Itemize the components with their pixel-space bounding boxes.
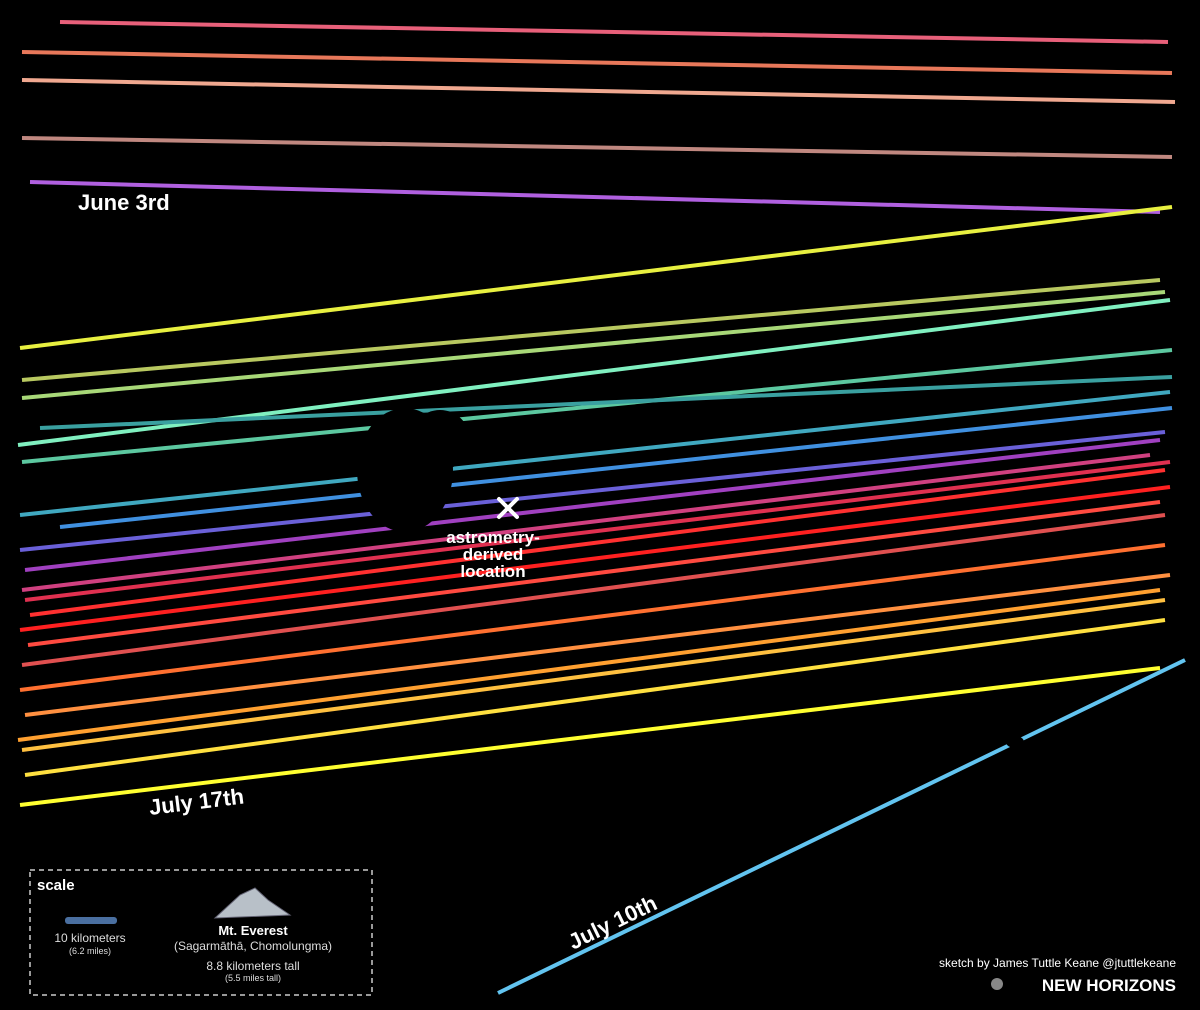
chord xyxy=(21,278,1161,382)
everest-icon xyxy=(213,887,292,919)
chord xyxy=(21,290,1166,400)
chord xyxy=(21,348,1173,464)
chord xyxy=(19,390,1171,517)
chord xyxy=(29,180,1161,214)
chord xyxy=(19,485,1171,632)
mission-logo xyxy=(991,978,1003,990)
chord-gap xyxy=(1006,736,1024,748)
chord xyxy=(19,543,1166,692)
chord xyxy=(21,136,1173,159)
chord xyxy=(39,375,1173,430)
mountain-subheight: (5.5 miles tall) xyxy=(225,973,281,983)
chord xyxy=(24,573,1171,717)
chord xyxy=(21,50,1173,75)
chord xyxy=(19,430,1166,552)
chord xyxy=(59,20,1169,44)
mountain-alt: (Sagarmāthā, Chomolungma) xyxy=(174,939,332,953)
location-label: astrometry- xyxy=(446,528,540,547)
chord xyxy=(21,513,1166,667)
mountain-height: 8.8 kilometers tall xyxy=(206,959,299,973)
chord xyxy=(21,78,1176,104)
chord xyxy=(27,500,1161,647)
chords xyxy=(17,20,1176,807)
location-label: location xyxy=(460,562,525,581)
chord xyxy=(24,438,1161,572)
chord xyxy=(24,618,1166,777)
shadow-lobe xyxy=(410,410,470,470)
chord xyxy=(17,588,1161,742)
chord xyxy=(19,666,1161,807)
scale-bar-sublabel: (6.2 miles) xyxy=(69,946,111,956)
scale-bar xyxy=(65,917,117,924)
location-mark xyxy=(497,497,519,519)
credit: sketch by James Tuttle Keane @jtuttlekea… xyxy=(939,956,1176,970)
mission-name: NEW HORIZONS xyxy=(1042,976,1176,995)
scale-bar-label: 10 kilometers xyxy=(54,931,125,945)
chord xyxy=(24,460,1171,602)
chord xyxy=(21,598,1166,752)
scale-title: scale xyxy=(37,877,75,894)
chord xyxy=(59,406,1173,529)
chord xyxy=(29,468,1166,617)
scale-box xyxy=(29,869,373,996)
chord xyxy=(19,205,1173,350)
mountain-name: Mt. Everest xyxy=(218,923,288,938)
chord xyxy=(21,453,1151,592)
chord-label: June 3rd xyxy=(78,190,170,215)
location-label: derived xyxy=(463,545,523,564)
july-10-chord xyxy=(497,658,1186,995)
